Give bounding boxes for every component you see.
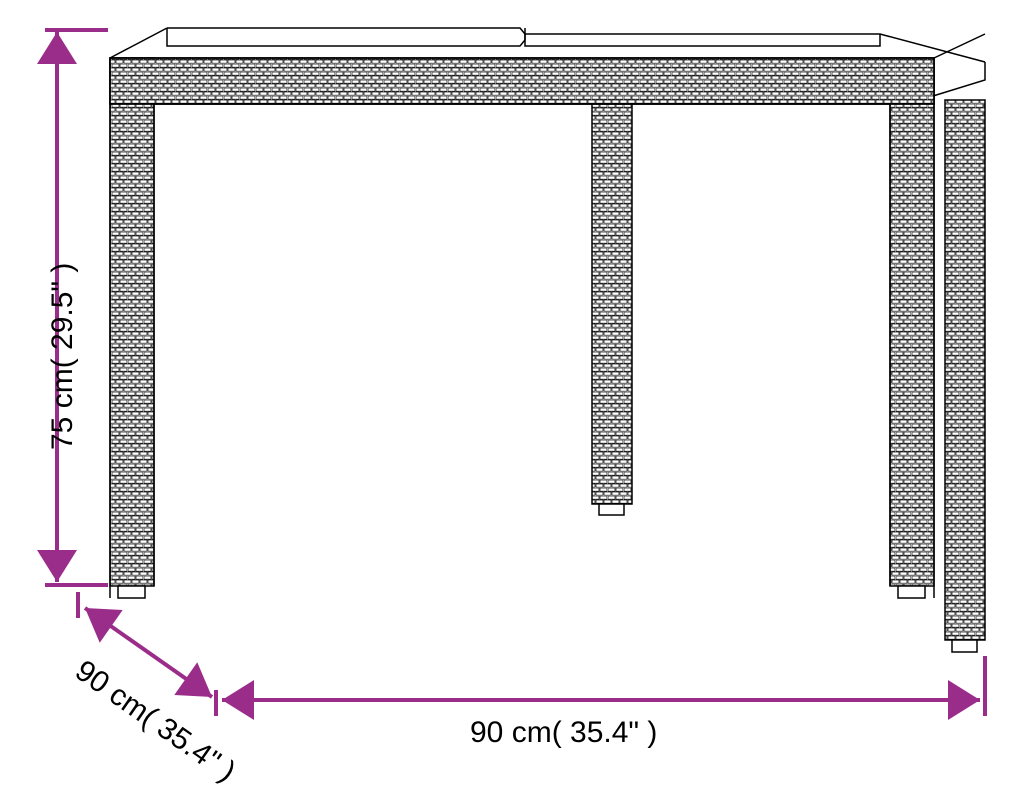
dim-height-label: 75 cm( 29.5" )	[46, 263, 80, 450]
dimension-lines	[45, 30, 985, 716]
rear-center-leg	[592, 104, 632, 515]
front-right-leg	[890, 58, 934, 598]
table-illustration	[110, 28, 985, 652]
dimension-diagram	[0, 0, 1013, 778]
back-right-leg	[945, 100, 985, 652]
dim-width-label: 90 cm( 35.4" )	[470, 716, 657, 750]
front-left-leg	[110, 58, 154, 598]
